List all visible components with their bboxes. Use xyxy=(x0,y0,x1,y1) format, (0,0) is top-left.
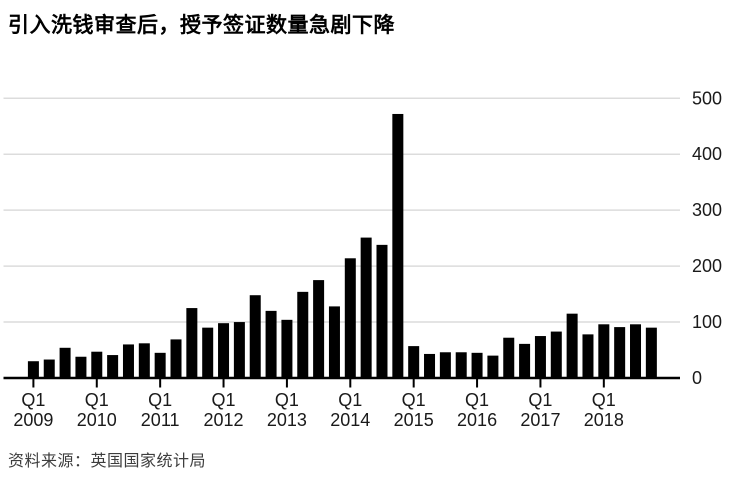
bar-2011-Q4 xyxy=(202,327,214,378)
bar-2015-Q1 xyxy=(408,346,420,378)
x-tick-year-label-2013: 2013 xyxy=(267,410,307,430)
x-tick-quarter-label-2011: Q1 xyxy=(148,390,172,410)
bar-2013-Q2 xyxy=(297,291,309,378)
bar-2010-Q1 xyxy=(91,351,103,378)
bar-2010-Q4 xyxy=(138,343,150,378)
bar-2012-Q1 xyxy=(218,323,230,378)
y-tick-label-0: 0 xyxy=(692,368,702,388)
x-tick-year-label-2015: 2015 xyxy=(394,410,434,430)
bar-2016-Q4 xyxy=(519,343,531,378)
bar-2017-Q4 xyxy=(582,334,594,378)
bar-2018-Q3 xyxy=(630,324,642,378)
bar-2018-Q2 xyxy=(614,327,626,378)
x-tick-quarter-label-2015: Q1 xyxy=(402,390,426,410)
x-tick-year-label-2014: 2014 xyxy=(330,410,370,430)
bar-2014-Q1 xyxy=(344,258,356,378)
bar-2012-Q2 xyxy=(233,322,245,378)
x-tick-quarter-label-2016: Q1 xyxy=(465,390,489,410)
x-tick-year-label-2012: 2012 xyxy=(204,410,244,430)
x-tick-year-label-2010: 2010 xyxy=(77,410,117,430)
x-tick-quarter-label-2010: Q1 xyxy=(85,390,109,410)
bar-2016-Q2 xyxy=(487,355,499,378)
bar-2017-Q3 xyxy=(566,313,578,378)
x-tick-quarter-label-2009: Q1 xyxy=(21,390,45,410)
bar-2012-Q3 xyxy=(249,295,261,378)
bar-2009-Q2 xyxy=(43,359,55,378)
bar-2015-Q4 xyxy=(455,352,467,378)
y-tick-label-300: 300 xyxy=(692,200,722,220)
bar-2013-Q4 xyxy=(328,306,340,378)
x-tick-year-label-2009: 2009 xyxy=(13,410,53,430)
bar-2015-Q2 xyxy=(424,353,436,378)
x-tick-quarter-label-2014: Q1 xyxy=(338,390,362,410)
chart-title: 引入洗钱审查后，授予签证数量急剧下降 xyxy=(8,14,395,37)
bar-2009-Q3 xyxy=(59,347,71,378)
x-tick-quarter-label-2018: Q1 xyxy=(592,390,616,410)
bar-2018-Q1 xyxy=(598,324,610,378)
bar-2009-Q4 xyxy=(75,356,87,378)
y-tick-label-500: 500 xyxy=(692,88,722,108)
bar-2012-Q4 xyxy=(265,310,277,378)
x-tick-year-label-2017: 2017 xyxy=(520,410,560,430)
x-tick-quarter-label-2017: Q1 xyxy=(528,390,552,410)
bar-2016-Q3 xyxy=(503,337,515,378)
bar-2011-Q1 xyxy=(154,352,166,378)
bar-2014-Q3 xyxy=(376,244,388,378)
bar-2017-Q1 xyxy=(534,336,546,378)
bar-2013-Q1 xyxy=(281,319,293,378)
x-tick-quarter-label-2013: Q1 xyxy=(275,390,299,410)
bar-2016-Q1 xyxy=(471,352,483,378)
bar-2010-Q2 xyxy=(107,355,119,378)
bar-2011-Q3 xyxy=(186,308,198,378)
x-tick-quarter-label-2012: Q1 xyxy=(212,390,236,410)
bar-2010-Q3 xyxy=(122,344,134,378)
x-tick-year-label-2011: 2011 xyxy=(141,410,180,430)
bar-2015-Q3 xyxy=(439,352,451,378)
x-tick-year-label-2016: 2016 xyxy=(457,410,497,430)
bar-2014-Q4 xyxy=(392,113,404,379)
x-tick-year-label-2018: 2018 xyxy=(584,410,624,430)
bar-2013-Q3 xyxy=(313,280,325,378)
y-tick-label-400: 400 xyxy=(692,144,722,164)
bar-2018-Q4 xyxy=(645,327,657,378)
bar-2011-Q2 xyxy=(170,339,182,378)
bar-2017-Q2 xyxy=(550,331,562,378)
y-tick-label-200: 200 xyxy=(692,256,722,276)
y-tick-label-100: 100 xyxy=(692,312,722,332)
bar-2014-Q2 xyxy=(360,237,372,378)
bar-2009-Q1 xyxy=(27,361,39,378)
source-attribution: 资料来源：英国国家统计局 xyxy=(8,453,207,470)
